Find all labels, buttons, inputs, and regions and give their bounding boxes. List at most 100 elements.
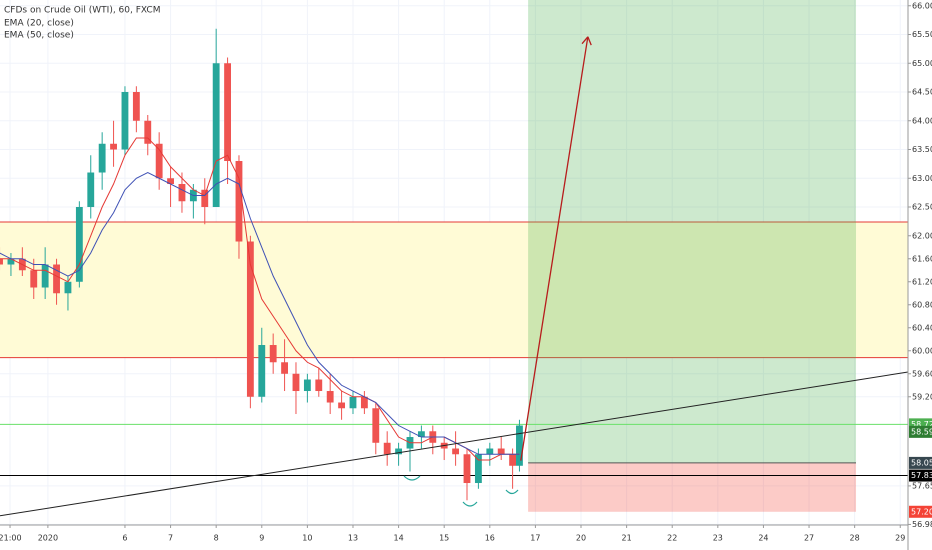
price-badge [909, 469, 932, 482]
candle-body [281, 362, 288, 374]
candle-body [201, 189, 209, 208]
candle-body [224, 63, 231, 162]
price-badge [909, 505, 932, 518]
position-profit [528, 0, 857, 463]
candle-body [452, 448, 460, 455]
x-tick-label: 9 [259, 534, 264, 543]
y-tick-label: 62.50 [912, 203, 932, 212]
y-tick-label: 60.40 [912, 323, 932, 332]
x-tick-label: 29 [895, 534, 905, 543]
ema-line [0, 171, 520, 455]
arrow-shaft [520, 36, 589, 461]
candle-body [7, 258, 15, 265]
y-tick-label: 61.20 [912, 277, 932, 286]
x-tick-label: 13 [348, 534, 358, 543]
candle-body [474, 454, 482, 484]
x-tick-label: 23 [713, 534, 723, 543]
price-badge-label: 58.59 [911, 427, 932, 436]
y-tick-label: 65.00 [912, 59, 932, 68]
candle-body [360, 396, 368, 409]
chart-title: CFDs on Crude Oil (WTI), 60, FXCM [4, 6, 160, 16]
candle-body [110, 143, 117, 150]
candle-body [516, 425, 523, 466]
price-badge [909, 456, 932, 469]
candle-body [486, 448, 494, 455]
pattern-arc [462, 501, 478, 507]
x-tick-label: 22 [667, 534, 677, 543]
x-tick-label: 24 [758, 534, 768, 543]
candle-body [155, 143, 163, 179]
candle-body [144, 120, 152, 144]
candle-body [383, 442, 391, 455]
x-tick-label: 14 [393, 534, 403, 543]
x-tick-label: 20 [576, 534, 586, 543]
y-tick-label: 63.50 [912, 145, 932, 154]
zone [0, 221, 908, 358]
candle-body [98, 143, 106, 173]
x-tick-label: 17 [530, 534, 540, 543]
price-badge-label: 58.05 [911, 458, 932, 467]
plot-layer [0, 0, 909, 525]
y-tick-label: 57.65 [912, 481, 932, 490]
price-badge-label: 57.83 [911, 471, 932, 480]
legend-entry: EMA (20, close) [4, 19, 74, 29]
x-tick-label: 27 [804, 534, 814, 543]
candle-body [246, 241, 254, 397]
y-tick-label: 62.00 [912, 231, 932, 240]
candle-body [395, 448, 403, 455]
candle-body [0, 258, 3, 265]
price-badge-label: 58.72 [911, 420, 932, 429]
candle-body [258, 345, 266, 397]
legend-entry: EMA (50, close) [4, 31, 74, 41]
x-tick-label: 10 [302, 534, 312, 543]
y-tick-label: 63.00 [912, 174, 932, 183]
trendline [0, 371, 909, 517]
x-tick-label: 16 [485, 534, 495, 543]
price-badge [909, 425, 932, 438]
candle-body [212, 63, 220, 208]
candle-body [463, 454, 471, 484]
candle-body [235, 161, 243, 242]
candle-body [372, 408, 380, 443]
candle-body [64, 281, 72, 294]
candle-body [509, 454, 517, 466]
x-tick-label: 21 [622, 534, 632, 543]
position-loss [528, 462, 857, 512]
arrow-head [581, 36, 592, 46]
y-tick-label: 64.00 [912, 116, 932, 125]
pattern-arc [403, 475, 421, 481]
y-tick-label: 59.20 [912, 392, 932, 401]
candle-body [75, 207, 83, 282]
y-tick-label: 60.00 [912, 346, 932, 355]
y-tick-label: 59.60 [912, 369, 932, 378]
y-tick-label: 65.50 [912, 30, 932, 39]
y-tick-label: 56.98 [912, 520, 932, 529]
x-tick-label: 28 [850, 534, 860, 543]
candle-body [53, 264, 60, 294]
y-tick-label: 60.80 [912, 300, 932, 309]
candle-body [338, 402, 346, 409]
candle-body [41, 264, 49, 288]
x-tick-label: 21:00 [0, 534, 22, 543]
x-tick-label: 7 [168, 534, 173, 543]
candle-body [167, 178, 174, 185]
candle-body [349, 396, 357, 409]
candle-body [121, 92, 129, 150]
x-tick-label: 15 [439, 534, 449, 543]
candle-body [178, 184, 186, 202]
price-badge-label: 57.20 [911, 507, 932, 516]
x-tick-label: 6 [122, 534, 127, 543]
x-tick-label: 8 [214, 534, 219, 543]
candle-body [87, 172, 95, 208]
candle-body [269, 345, 277, 363]
candle-body [326, 391, 334, 403]
candle-body [417, 431, 425, 438]
candle-body [497, 448, 505, 455]
candle-body [30, 270, 38, 288]
y-tick-label: 64.50 [912, 88, 932, 97]
candle-body [315, 379, 323, 392]
y-tick-label: 61.60 [912, 254, 932, 263]
y-tick-label: 66.00 [912, 1, 932, 10]
